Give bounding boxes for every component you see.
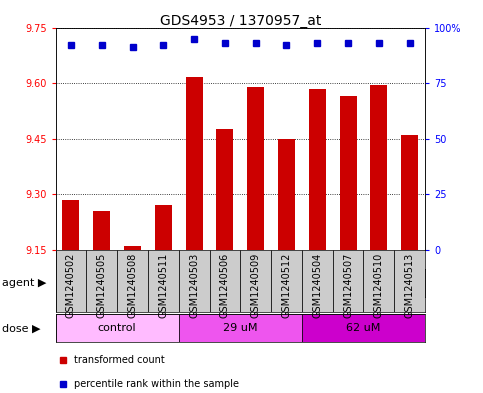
Bar [340,96,356,250]
Text: GSM1240503: GSM1240503 [189,253,199,318]
Bar [56,250,86,312]
Bar [364,250,394,312]
Bar [179,250,210,312]
Bar [370,85,387,250]
Bar [179,314,302,342]
Bar [394,250,425,312]
Text: GSM1240502: GSM1240502 [66,253,76,318]
Bar [240,250,271,312]
Text: dose ▶: dose ▶ [2,323,41,333]
Bar [155,205,172,250]
Text: GSM1240507: GSM1240507 [343,253,353,318]
Bar [247,87,264,250]
Text: control: control [98,323,136,333]
Text: agent ▶: agent ▶ [2,278,47,288]
Text: transformed count: transformed count [74,355,165,365]
Bar [302,314,425,342]
Bar [86,250,117,312]
Text: GSM1240506: GSM1240506 [220,253,230,318]
Bar [401,135,418,250]
Text: GDS4953 / 1370957_at: GDS4953 / 1370957_at [159,14,321,28]
Text: GSM1240505: GSM1240505 [97,253,107,318]
Bar [210,250,240,312]
Bar [124,246,141,250]
Text: GSM1240504: GSM1240504 [313,253,322,318]
Text: GSM1240512: GSM1240512 [282,253,291,318]
Bar [93,211,110,250]
Bar [271,250,302,312]
Bar [278,139,295,250]
Bar [185,77,202,250]
Text: 29 uM: 29 uM [223,323,257,333]
Bar [302,250,333,312]
Text: cobalt chloride: cobalt chloride [260,278,343,288]
Bar [309,88,326,250]
Bar [56,314,179,342]
Bar [179,269,425,297]
Bar [216,129,233,250]
Text: GSM1240510: GSM1240510 [374,253,384,318]
Bar [148,250,179,312]
Bar [333,250,364,312]
Text: percentile rank within the sample: percentile rank within the sample [74,378,239,389]
Text: GSM1240513: GSM1240513 [405,253,414,318]
Text: GSM1240511: GSM1240511 [158,253,168,318]
Text: GSM1240508: GSM1240508 [128,253,138,318]
Bar [56,269,179,297]
Text: untreated: untreated [89,278,145,288]
Bar [62,200,79,250]
Text: GSM1240509: GSM1240509 [251,253,261,318]
Text: 62 uM: 62 uM [346,323,381,333]
Bar [117,250,148,312]
